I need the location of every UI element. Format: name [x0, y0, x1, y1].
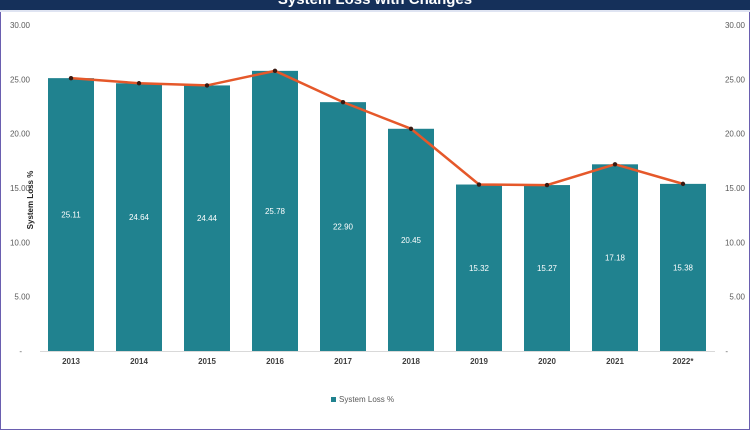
legend-swatch — [331, 397, 336, 402]
x-tick-label: 2015 — [198, 357, 216, 366]
x-tick-label: 2021 — [606, 357, 624, 366]
bar-label: 24.44 — [197, 214, 218, 223]
trend-point-2014 — [136, 81, 142, 86]
y-tick-right: 20.00 — [725, 130, 746, 139]
bar-2015 — [184, 85, 230, 351]
title-bar: System Loss with Changes — [0, 0, 750, 10]
trend-point-2017 — [340, 99, 346, 105]
y-tick-left: 30.00 — [10, 21, 31, 30]
bar-label: 22.90 — [333, 223, 354, 232]
bar-2022* — [660, 183, 706, 351]
bar-2013 — [48, 78, 94, 351]
trend-point-2021 — [612, 162, 618, 167]
bar-label: 25.11 — [61, 211, 81, 220]
legend-label: System Loss % — [339, 395, 394, 404]
x-tick-label: 2017 — [334, 357, 352, 366]
title-underline — [0, 10, 750, 12]
trend-point-2022* — [680, 181, 686, 187]
bar-2016 — [252, 70, 298, 351]
bar-2018 — [388, 128, 434, 351]
bar-2014 — [116, 83, 162, 351]
trend-point-2016 — [272, 68, 278, 74]
y-axis-label: System Loss % — [26, 171, 35, 230]
y-tick-left: 10.00 — [10, 238, 31, 247]
y-tick-left: 15.00 — [10, 184, 31, 193]
trend-point-2018 — [408, 126, 414, 131]
bar-label: 24.64 — [129, 213, 150, 222]
bar-label: 25.78 — [265, 207, 286, 216]
chart-title: System Loss with Changes — [0, 0, 750, 8]
trend-point-2019 — [476, 182, 482, 187]
x-tick-label: 2014 — [130, 357, 148, 366]
y-tick-right: 10.00 — [725, 238, 746, 247]
y-tick-right: 5.00 — [729, 293, 745, 302]
x-tick-label: 2019 — [470, 357, 488, 366]
bar-label: 20.45 — [401, 236, 422, 245]
y-tick-right: - — [725, 347, 728, 356]
trend-point-2013 — [68, 75, 74, 81]
x-tick-label: 2016 — [266, 357, 284, 366]
bar-2021 — [592, 164, 638, 351]
trend-point-2015 — [204, 83, 210, 88]
bar-label: 17.18 — [605, 254, 626, 263]
x-tick-label: 2013 — [62, 357, 80, 366]
bar-label: 15.38 — [673, 263, 694, 272]
y-tick-right: 30.00 — [725, 21, 746, 30]
y-tick-left: 5.00 — [14, 293, 30, 302]
x-tick-label: 2022* — [673, 357, 695, 366]
y-tick-left: 25.00 — [10, 75, 31, 84]
bar-2020 — [524, 185, 570, 351]
bar-2017 — [320, 102, 366, 351]
bar-2019 — [456, 184, 502, 351]
y-tick-left: - — [19, 347, 22, 356]
x-tick-label: 2020 — [538, 357, 556, 366]
bar-label: 15.27 — [537, 264, 558, 273]
bar-label: 15.32 — [469, 264, 490, 273]
trend-line — [70, 69, 684, 187]
y-tick-left: 20.00 — [10, 130, 31, 139]
x-tick-label: 2018 — [402, 357, 420, 366]
y-tick-right: 25.00 — [725, 75, 746, 84]
trend-point-2020 — [544, 182, 550, 188]
y-tick-right: 15.00 — [725, 184, 746, 193]
